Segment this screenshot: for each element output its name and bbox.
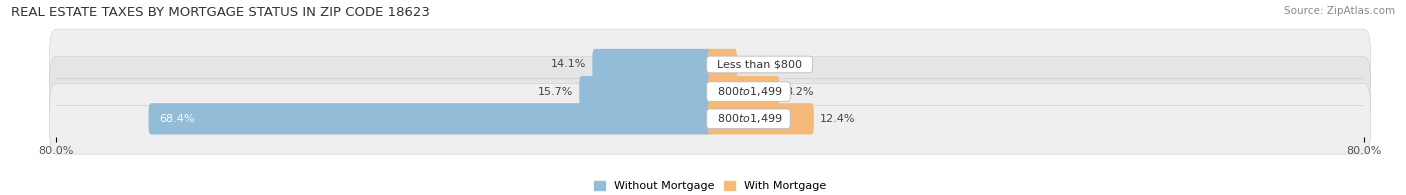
Text: 68.4%: 68.4% bbox=[159, 114, 194, 124]
FancyBboxPatch shape bbox=[592, 49, 713, 80]
Text: REAL ESTATE TAXES BY MORTGAGE STATUS IN ZIP CODE 18623: REAL ESTATE TAXES BY MORTGAGE STATUS IN … bbox=[11, 6, 430, 19]
Text: $800 to $1,499: $800 to $1,499 bbox=[710, 85, 787, 98]
FancyBboxPatch shape bbox=[707, 103, 814, 135]
FancyBboxPatch shape bbox=[149, 103, 713, 135]
Text: Source: ZipAtlas.com: Source: ZipAtlas.com bbox=[1284, 6, 1395, 16]
Text: 15.7%: 15.7% bbox=[538, 87, 574, 97]
FancyBboxPatch shape bbox=[579, 76, 713, 107]
Text: $800 to $1,499: $800 to $1,499 bbox=[710, 112, 787, 125]
FancyBboxPatch shape bbox=[49, 56, 1371, 127]
FancyBboxPatch shape bbox=[49, 83, 1371, 154]
FancyBboxPatch shape bbox=[707, 49, 737, 80]
Legend: Without Mortgage, With Mortgage: Without Mortgage, With Mortgage bbox=[589, 176, 831, 195]
Text: 12.4%: 12.4% bbox=[820, 114, 855, 124]
Text: 3.0%: 3.0% bbox=[742, 59, 770, 69]
Text: 8.2%: 8.2% bbox=[785, 87, 814, 97]
Text: 14.1%: 14.1% bbox=[551, 59, 586, 69]
Text: Less than $800: Less than $800 bbox=[710, 59, 808, 69]
FancyBboxPatch shape bbox=[49, 29, 1371, 100]
FancyBboxPatch shape bbox=[707, 76, 779, 107]
